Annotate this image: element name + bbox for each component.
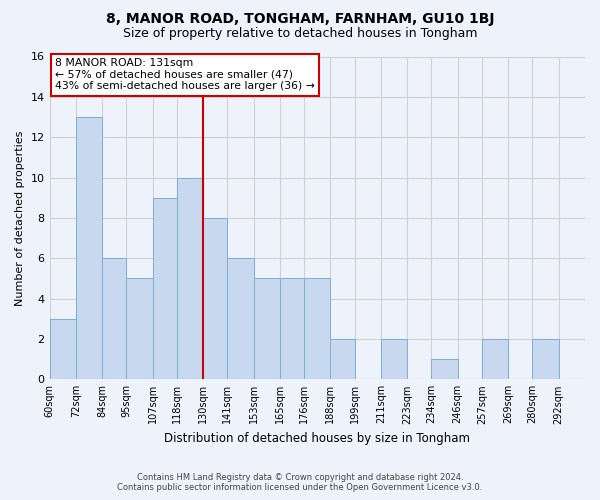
Bar [254, 278, 280, 380]
Text: Contains HM Land Registry data © Crown copyright and database right 2024.
Contai: Contains HM Land Registry data © Crown c… [118, 473, 482, 492]
Bar [203, 218, 227, 380]
Bar [152, 198, 177, 380]
Bar [102, 258, 127, 380]
Y-axis label: Number of detached properties: Number of detached properties [15, 130, 25, 306]
Bar [177, 178, 203, 380]
X-axis label: Distribution of detached houses by size in Tongham: Distribution of detached houses by size … [164, 432, 470, 445]
Text: 8, MANOR ROAD, TONGHAM, FARNHAM, GU10 1BJ: 8, MANOR ROAD, TONGHAM, FARNHAM, GU10 1B… [106, 12, 494, 26]
Bar [331, 339, 355, 380]
Bar [304, 278, 331, 380]
Text: 8 MANOR ROAD: 131sqm
← 57% of detached houses are smaller (47)
43% of semi-detac: 8 MANOR ROAD: 131sqm ← 57% of detached h… [55, 58, 315, 92]
Bar [532, 339, 559, 380]
Bar [431, 359, 458, 380]
Bar [76, 117, 102, 380]
Bar [280, 278, 304, 380]
Bar [482, 339, 508, 380]
Text: Size of property relative to detached houses in Tongham: Size of property relative to detached ho… [123, 28, 477, 40]
Bar [127, 278, 152, 380]
Bar [381, 339, 407, 380]
Bar [227, 258, 254, 380]
Bar [50, 319, 76, 380]
